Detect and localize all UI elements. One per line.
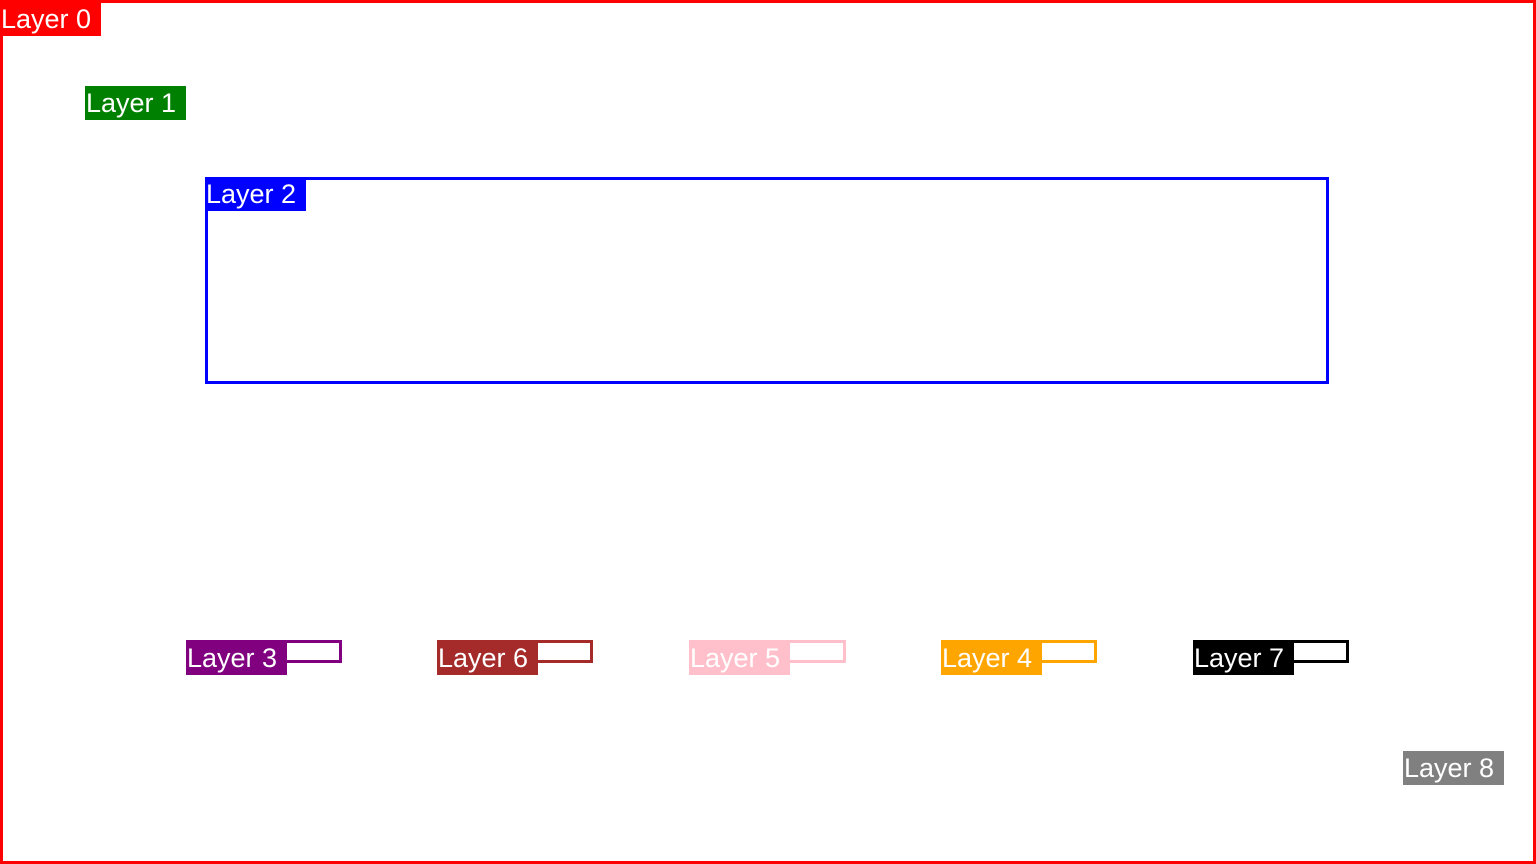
layer-1-label: Layer 1	[85, 86, 186, 120]
layer-0-label: Layer 0	[0, 2, 101, 36]
layer-5-label: Layer 5	[689, 641, 790, 675]
layer-2-label: Layer 2	[205, 177, 306, 211]
layer-8-label: Layer 8	[1403, 751, 1504, 785]
layer-2-frame	[205, 177, 1329, 384]
layer-6-label: Layer 6	[437, 641, 538, 675]
layer-4-label: Layer 4	[941, 641, 1042, 675]
layer-3-label: Layer 3	[186, 641, 287, 675]
layer-7-label: Layer 7	[1193, 641, 1294, 675]
